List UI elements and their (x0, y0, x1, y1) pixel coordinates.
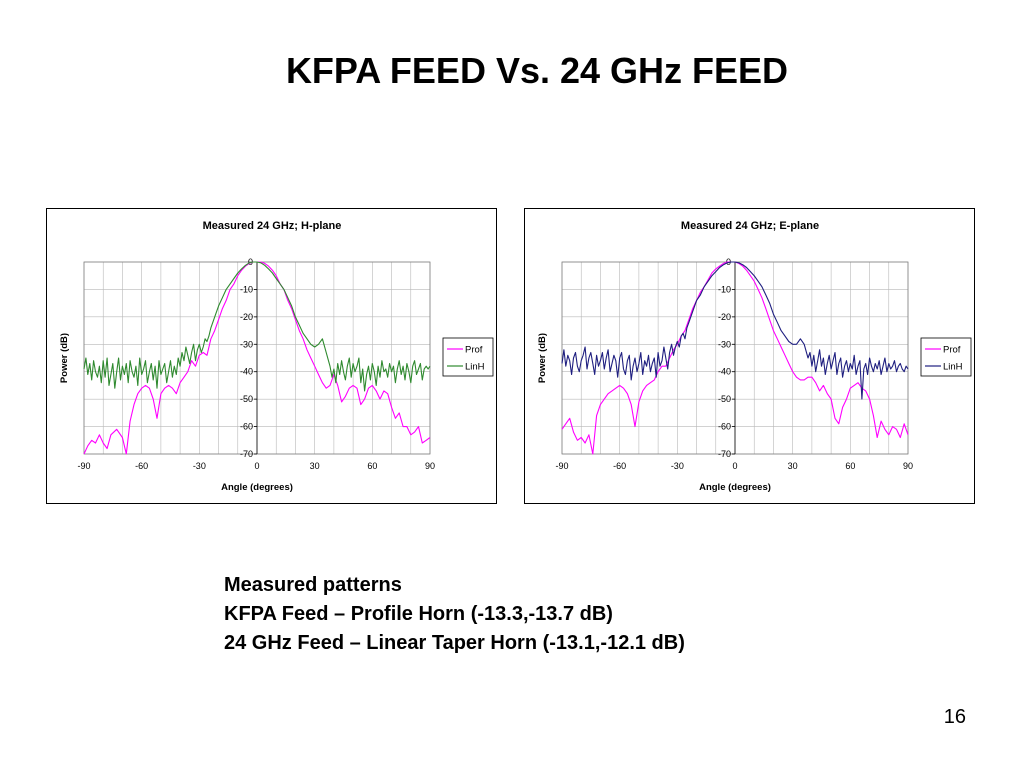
c1-x-tick-label: -60 (613, 461, 626, 471)
c1-chart-title: Measured 24 GHz; E-plane (681, 220, 819, 232)
c0-x-tick-label: -90 (77, 461, 90, 471)
c0-x-tick-label: 0 (254, 461, 259, 471)
c1-legend-box (920, 337, 972, 377)
c1-x-tick-label: -30 (671, 461, 684, 471)
slide-title: KFPA FEED Vs. 24 GHz FEED (285, 50, 789, 91)
c1-y-tick-label: -20 (718, 312, 731, 322)
c0-legend-label-linh: LinH (465, 362, 485, 373)
caption-line-1: Measured patterns (224, 574, 402, 596)
c0-y-tick-label: -20 (240, 312, 253, 322)
chart-h-plane: Measured 24 GHz; H-plane 0 -10 -20 -30 -40 -50… (46, 208, 497, 504)
chart-e-plane: Measured 24 GHz; E-plane 0 -10 -20 -30 -40 -50… (524, 208, 975, 504)
caption: Measured patterns KFPA Feed – Profile Ho… (224, 571, 685, 658)
chart-h-plane-svg: Measured 24 GHz; H-plane 0 -10 -20 -30 -40 -50… (59, 220, 494, 493)
caption-line-3: 24 GHz Feed – Linear Taper Horn (-13.1,-… (224, 632, 685, 654)
c1-legend-label-prof: Prof (943, 345, 961, 356)
c1-x-tick-label: -90 (555, 461, 568, 471)
c1-y-tick-label: -60 (718, 422, 731, 432)
c1-y-axis-title: Power (dB) (537, 333, 548, 383)
c1-y-tick-label: -10 (718, 284, 731, 294)
page-number: 16 (943, 706, 966, 728)
c0-x-tick-label: -30 (193, 461, 206, 471)
c1-y-tick-label: -50 (718, 394, 731, 404)
c1-legend-label-linh: LinH (943, 362, 963, 373)
c0-x-tick-label: -60 (135, 461, 148, 471)
c0-y-tick-label: -50 (240, 394, 253, 404)
c1-x-tick-label: 90 (903, 461, 913, 471)
c0-chart-title: Measured 24 GHz; H-plane (203, 220, 342, 232)
c0-y-tick-label: -60 (240, 422, 253, 432)
c1-y-tick-label: -30 (718, 339, 731, 349)
c0-x-axis-title: Angle (degrees) (221, 482, 293, 493)
c1-y-tick-label: -40 (718, 367, 731, 377)
c0-legend-box (442, 337, 494, 377)
c0-y-tick-label: -10 (240, 284, 253, 294)
c0-y-tick-label: -70 (240, 449, 253, 459)
c0-y-axis-title: Power (dB) (59, 333, 70, 383)
c0-x-tick-label: 30 (310, 461, 320, 471)
c1-x-tick-label: 30 (788, 461, 798, 471)
chart-e-plane-svg: Measured 24 GHz; E-plane 0 -10 -20 -30 -40 -50… (537, 220, 972, 493)
c0-y-tick-label: -30 (240, 339, 253, 349)
c1-x-tick-label: 0 (732, 461, 737, 471)
c0-series-line-linh (83, 261, 431, 392)
c0-x-tick-label: 60 (367, 461, 377, 471)
c0-x-tick-label: 90 (425, 461, 435, 471)
c0-y-tick-label: -40 (240, 367, 253, 377)
c1-series-line-linh (561, 261, 909, 400)
c0-legend-label-prof: Prof (465, 345, 483, 356)
c1-x-tick-label: 60 (845, 461, 855, 471)
c1-y-tick-label: -70 (718, 449, 731, 459)
caption-line-2: KFPA Feed – Profile Horn (-13.3,-13.7 dB… (224, 603, 613, 625)
c1-x-axis-title: Angle (degrees) (699, 482, 771, 493)
